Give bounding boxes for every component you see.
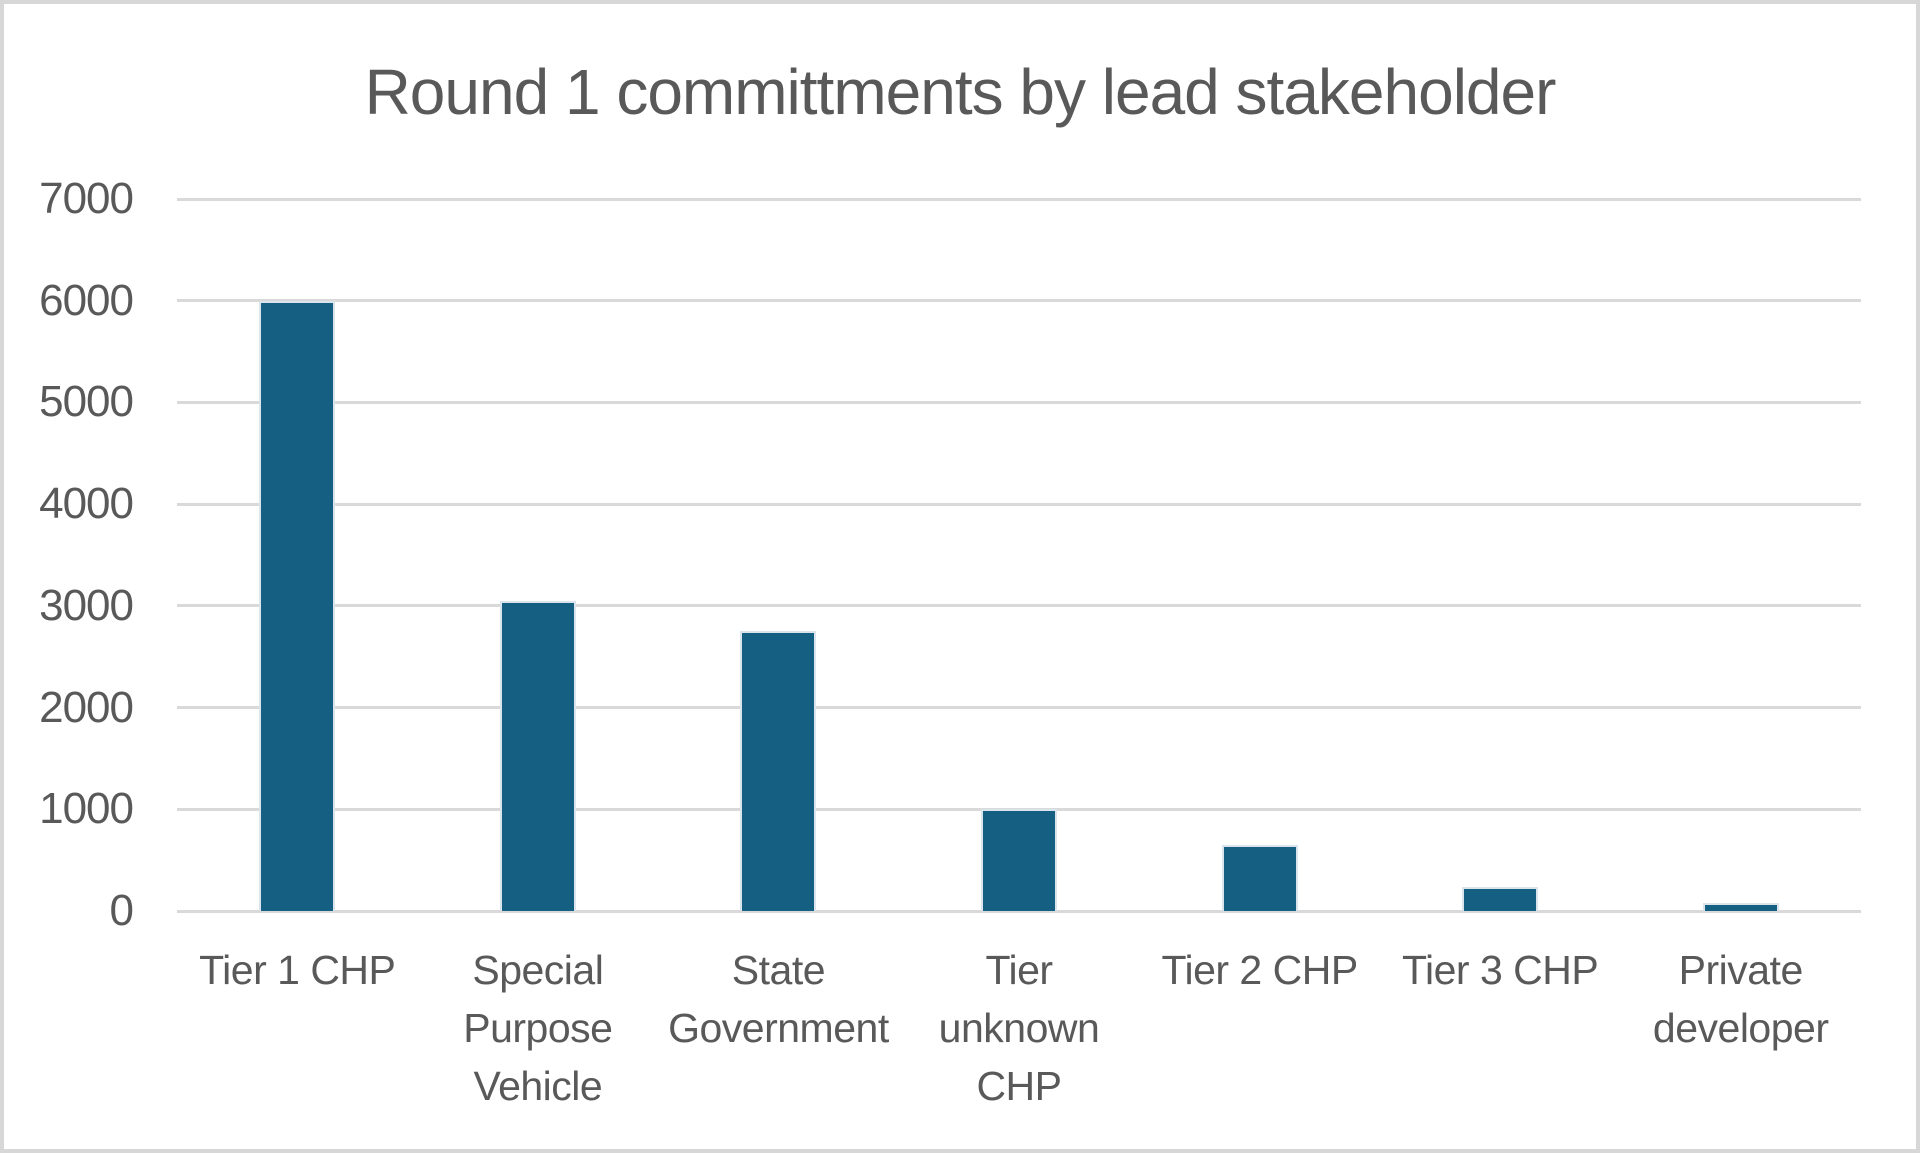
category-label: Special Purpose Vehicle [418,941,659,1115]
y-tick-label: 6000 [39,275,134,325]
category-label-line: Special [472,947,604,993]
y-tick-label: 2000 [39,682,134,732]
category-label-line: Tier [985,947,1053,993]
gridline [177,706,1861,710]
y-tick-label: 7000 [39,174,134,223]
y-tick-label: 1000 [39,784,134,834]
category-label-line: Tier 1 CHP [199,947,396,993]
category-label: Tier 1 CHP [177,941,418,999]
gridline [177,502,1861,506]
category-label-line: Tier 2 CHP [1161,947,1358,993]
category-label-line: State [731,947,826,993]
category-label: Tier unknown CHP [899,941,1140,1115]
bar [1462,886,1539,911]
category-label-line: Purpose [463,1005,613,1051]
bar [259,300,336,911]
category-label: Private developer [1620,941,1861,1057]
y-tick-label: 3000 [39,580,134,630]
y-tick-label: 5000 [39,377,134,427]
chart-title: Round 1 committments by lead stakeholder [364,56,1557,128]
category-label: State Government [658,941,899,1057]
bar [981,809,1057,911]
bar [1221,844,1298,911]
y-tick-label: 4000 [39,479,134,529]
gridline [177,299,1861,303]
category-label-line: CHP [976,1063,1062,1109]
category-label: Tier 2 CHP [1139,941,1380,999]
category-label-line: Private [1678,947,1804,993]
category-label-line: Vehicle [473,1063,603,1109]
gridline [177,909,1861,913]
category-label-line: unknown [938,1005,1100,1051]
gridline [177,604,1861,608]
category-label-line: developer [1652,1005,1829,1051]
bar [1702,902,1779,911]
category-label: Tier 3 CHP [1380,941,1621,999]
y-tick-label: 0 [109,886,134,935]
gridline [177,197,1861,201]
category-label-line: Government [668,1005,889,1051]
bar [499,600,576,911]
bar [740,631,817,911]
gridline [177,400,1861,404]
category-label-line: Tier 3 CHP [1402,947,1599,993]
